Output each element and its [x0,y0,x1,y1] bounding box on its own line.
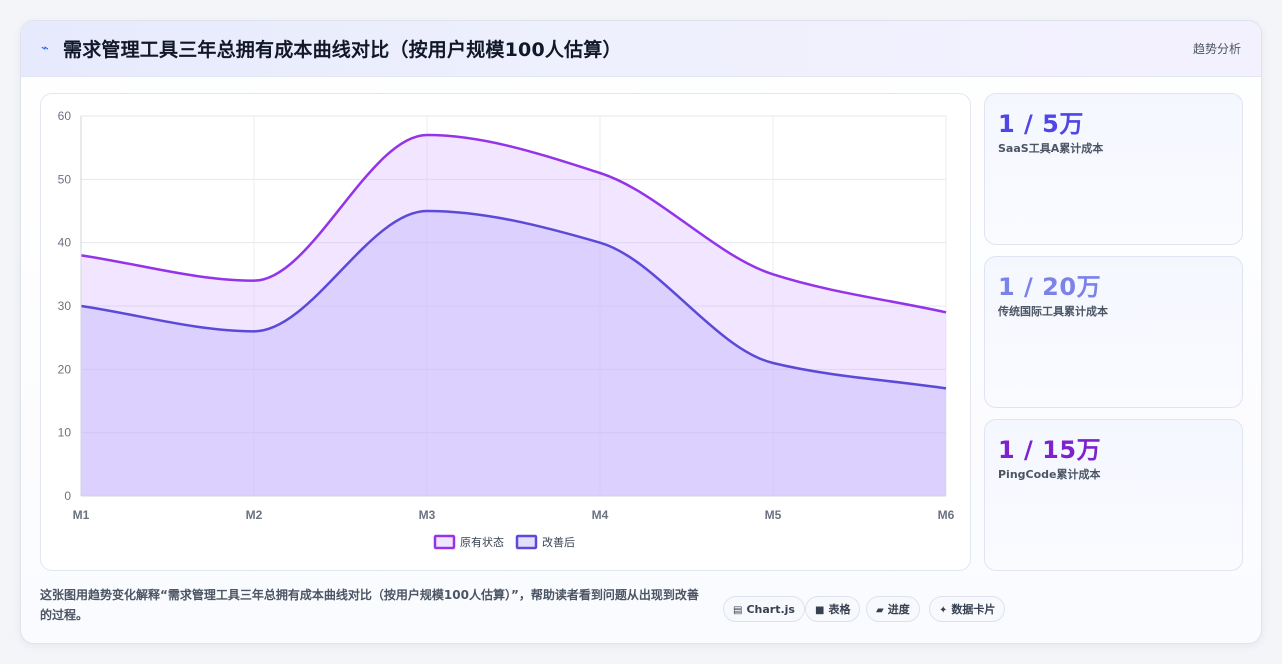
x-tick-label: M4 [592,508,609,522]
trend-line-icon: ⌁ [41,41,49,56]
chip-table[interactable]: ■ 表格 [805,596,861,622]
stat-card-traditional: 1 / 20万 传统国际工具累计成本 [984,256,1243,408]
chip-data-card[interactable]: ✦ 数据卡片 [929,596,1006,622]
chip-chartjs[interactable]: ▤ Chart.js [723,596,805,622]
x-tick-label: M5 [765,508,782,522]
chart-area: 0 10 20 30 40 50 60 M1 M2 M3 M4 M5 M6 原有状态 改善后 [40,93,971,571]
chip-label: 进度 [887,603,910,616]
legend-label: 改善后 [542,535,575,549]
x-tick-label: M1 [73,508,90,522]
legend-swatch [515,534,538,550]
stat-label: 传统国际工具累计成本 [998,305,1108,318]
page-title: 需求管理工具三年总拥有成本曲线对比（按用户规模100人估算） [63,39,622,61]
series-area-2 [81,211,946,496]
y-tick-label: 40 [58,236,72,250]
y-tick-label: 20 [58,362,72,376]
y-tick-label: 10 [58,426,72,440]
series-line-2 [80,209,947,390]
sparkle-icon: ✦ [939,605,948,616]
legend-label: 原有状态 [460,535,504,549]
y-tick-label: 30 [58,299,72,313]
progress-icon: ▰ [876,605,884,616]
stat-card-saas: 1 / 5万 SaaS工具A累计成本 [984,93,1243,245]
chart-description: 这张图用趋势变化解释“需求管理工具三年总拥有成本曲线对比（按用户规模100人估算… [40,588,699,622]
series-area-1 [81,135,946,496]
card-header: ⌁ 需求管理工具三年总拥有成本曲线对比（按用户规模100人估算） 趋势分析 [21,21,1261,77]
chip-progress[interactable]: ▰ 进度 [866,596,920,622]
legend-swatch [433,534,456,550]
x-tick-label: M2 [246,508,263,522]
chip-label: Chart.js [746,603,795,616]
y-tick-label: 60 [58,109,72,123]
stat-value: 1 / 15万 [998,436,1102,464]
category-tag: 趋势分析 [1192,42,1241,56]
y-tick-label: 0 [64,489,71,503]
stat-value: 1 / 20万 [998,273,1102,301]
stat-value: 1 / 5万 [998,110,1084,138]
series-line-1 [80,133,947,314]
y-tick-label: 50 [58,172,72,186]
table-icon: ■ [815,605,825,616]
area-chart: 0 10 20 30 40 50 60 M1 M2 M3 M4 M5 M6 原有状态 改善后 [58,109,955,550]
chip-label: 表格 [828,603,851,616]
chart-card: ⌁ 需求管理工具三年总拥有成本曲线对比（按用户规模100人估算） 趋势分析 0 1… [20,20,1262,644]
stat-label: PingCode累计成本 [998,468,1101,481]
stat-card-pingcode: 1 / 15万 PingCode累计成本 [984,419,1243,571]
x-tick-label: M3 [419,508,436,522]
chip-label: 数据卡片 [951,603,996,616]
x-tick-label: M6 [938,508,955,522]
chart-icon: ▤ [733,605,743,616]
stat-label: SaaS工具A累计成本 [998,142,1104,155]
